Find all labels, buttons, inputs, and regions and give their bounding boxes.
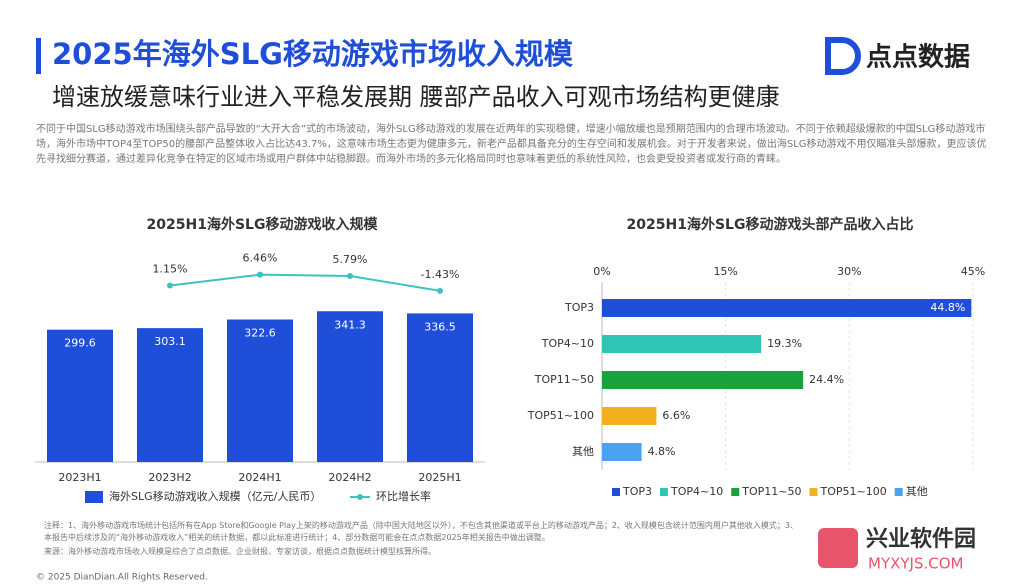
data-label: 44.8% <box>930 301 965 314</box>
data-label: 336.5 <box>424 320 456 333</box>
data-label: 5.79% <box>333 253 368 266</box>
x-tick-label: 15% <box>713 265 737 278</box>
legend-swatch <box>85 491 103 503</box>
legend-label: 海外SLG移动游戏收入规模（亿元/人民币） <box>109 489 321 503</box>
data-label: 322.6 <box>244 327 276 340</box>
watermark-url: MYXYJS.COM <box>868 555 963 573</box>
data-label: 6.46% <box>243 252 278 265</box>
bar <box>317 311 383 462</box>
line-point <box>257 271 263 278</box>
legend-label: TOP11~50 <box>741 485 801 498</box>
chart-title: 2025H1海外SLG移动游戏收入规模 <box>147 216 379 233</box>
y-tick-label: TOP51~100 <box>527 409 594 422</box>
note: 注释：1、海外移动游戏市场统计包括所有在App Store和Google Pla… <box>44 521 799 542</box>
logo-text: 点点数据 <box>866 42 970 73</box>
legend-swatch <box>809 488 818 496</box>
y-tick-label: TOP3 <box>564 301 594 314</box>
x-tick-label: 45% <box>961 265 985 278</box>
data-label: 24.4% <box>809 373 844 386</box>
line-point <box>437 287 443 294</box>
legend-label: TOP3 <box>622 485 652 498</box>
data-label: 1.15% <box>153 263 188 276</box>
bar <box>602 299 972 317</box>
footer: © 2025 DianDian.All Rights Reserved. <box>36 573 208 583</box>
y-tick-label: TOP11~50 <box>534 373 594 386</box>
bar <box>602 371 804 389</box>
line-point <box>347 273 353 280</box>
legend-label: 环比增长率 <box>376 489 431 503</box>
y-tick-label: 其他 <box>572 445 594 458</box>
bar <box>47 329 113 462</box>
bar <box>602 335 762 353</box>
bar <box>407 313 473 462</box>
line-point <box>167 282 173 289</box>
body-text: 不同于中国SLG移动游戏市场围绕头部产品导致的“大开大合”式的市场波动，海外SL… <box>36 124 987 165</box>
data-label: -1.43% <box>421 268 460 281</box>
chart-title: 2025H1海外SLG移动游戏头部产品收入占比 <box>627 216 914 233</box>
bar <box>602 407 657 425</box>
data-label: 19.3% <box>767 337 802 350</box>
title: 2025年海外SLG移动游戏市场收入规模 <box>52 37 574 71</box>
legend-swatch <box>612 488 620 496</box>
legend-label: 其他 <box>906 485 928 498</box>
data-label: 341.3 <box>334 318 366 331</box>
y-tick-label: TOP4~10 <box>541 337 594 350</box>
bar <box>137 328 203 462</box>
watermark-icon <box>818 528 858 568</box>
x-tick-label: 2024H1 <box>238 471 281 484</box>
bar <box>602 443 642 461</box>
data-label: 299.6 <box>64 337 96 350</box>
legend-swatch <box>357 494 363 500</box>
x-tick-label: 0% <box>593 265 610 278</box>
watermark-name: 兴业软件园 <box>866 526 976 552</box>
legend-label: TOP4~10 <box>670 485 723 498</box>
x-tick-label: 2023H2 <box>148 471 191 484</box>
x-tick-label: 2025H1 <box>418 471 461 484</box>
title-accent <box>36 38 41 74</box>
data-label: 303.1 <box>154 335 186 348</box>
bar <box>227 319 293 462</box>
data-label: 4.8% <box>648 445 676 458</box>
data-label: 6.6% <box>662 409 690 422</box>
legend-swatch <box>894 488 903 496</box>
legend-swatch <box>731 488 740 496</box>
subtitle: 增速放缓意味行业进入平稳发展期 腰部产品收入可观市场结构更健康 <box>52 83 780 111</box>
legend-label: TOP51~100 <box>819 485 886 498</box>
source: 来源：海外移动游戏市场收入规模是综合了点点数据、企业财报、专家访谈，根据点点数据… <box>44 547 436 556</box>
x-tick-label: 30% <box>837 265 861 278</box>
x-tick-label: 2023H1 <box>58 471 101 484</box>
logo-icon <box>825 37 861 75</box>
legend-swatch <box>660 488 669 496</box>
x-tick-label: 2024H2 <box>328 471 371 484</box>
line <box>169 273 441 292</box>
